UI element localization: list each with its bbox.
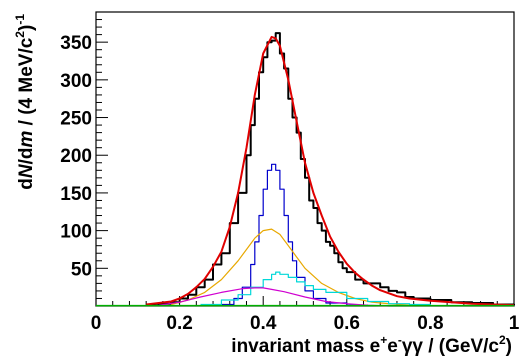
x-tick-label: 1 [509, 313, 520, 334]
x-tick-label: 0.2 [166, 313, 192, 334]
x-axis-title: invariant mass e+e-γγ / (GeV/c2) [231, 333, 512, 357]
series-cyan-line [200, 271, 431, 306]
x-tick-label: 0 [91, 313, 102, 334]
y-tick-label: 150 [60, 184, 92, 205]
series-magenta-line [158, 287, 389, 307]
series-blue-line [221, 163, 369, 306]
y-tick-label: 200 [60, 146, 92, 167]
x-tick-label: 0.4 [250, 313, 277, 334]
y-tick-label: 100 [60, 222, 92, 243]
y-tick-label: 250 [60, 109, 92, 130]
series-fit-line [146, 35, 515, 307]
y-tick-label: 300 [60, 71, 92, 92]
x-tick-label: 0.6 [334, 313, 360, 334]
series-layer [96, 32, 515, 307]
y-tick-label: 50 [71, 259, 92, 280]
x-tick-label: 0.8 [417, 313, 443, 334]
series-orange-line [171, 228, 410, 306]
y-axis: 50 100 150 200 250 300 350 [60, 11, 108, 299]
y-tick-label: 350 [60, 33, 92, 54]
y-axis-title: dN/dm / (4 MeV/c2)-1 [13, 14, 37, 190]
